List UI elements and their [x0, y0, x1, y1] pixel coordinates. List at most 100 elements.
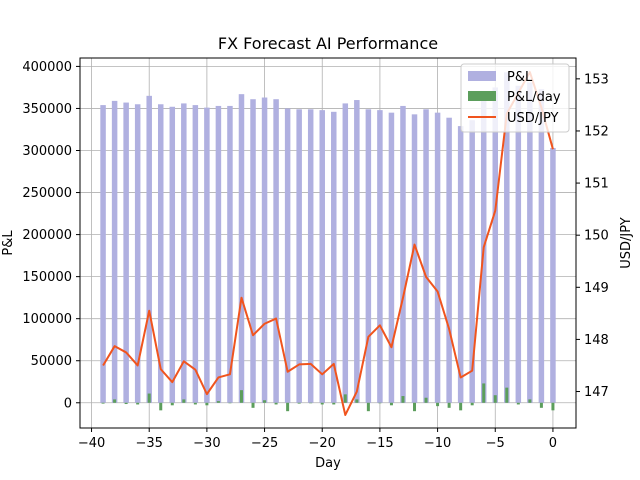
pnl-bar [550, 147, 556, 403]
pnl-per-day-bar [505, 387, 509, 403]
x-tick-label: −35 [135, 436, 162, 451]
y-tick-label: 350000 [22, 102, 72, 117]
y2-tick-label: 148 [584, 333, 609, 348]
legend-label-pnl: P&L [507, 70, 533, 85]
pnl-per-day-bar [170, 402, 174, 406]
pnl-per-day-bar [389, 402, 393, 406]
pnl-per-day-bar [228, 402, 232, 404]
y2-tick-label: 151 [584, 177, 609, 192]
pnl-bar [400, 105, 406, 403]
pnl-per-day-bar [286, 402, 290, 412]
pnl-bar [169, 106, 176, 403]
pnl-per-day-bar [516, 402, 520, 405]
pnl-bar [538, 89, 545, 403]
pnl-per-day-bar [436, 402, 440, 407]
pnl-per-day-bar [136, 402, 140, 405]
pnl-bar [434, 112, 441, 403]
pnl-bar [377, 110, 383, 403]
y-tick-label: 250000 [22, 186, 72, 201]
x-tick-label: −25 [251, 436, 278, 451]
pnl-bar [446, 117, 452, 403]
pnl-bar [146, 95, 152, 403]
legend: P&L P&L/day USD/JPY [460, 63, 570, 133]
x-tick-label: −15 [366, 436, 393, 451]
pnl-bar [111, 100, 118, 403]
x-tick-label: −30 [193, 436, 220, 451]
x-tick-label: −40 [78, 436, 105, 451]
pnl-per-day-bar [251, 402, 255, 408]
pnl-bar [515, 85, 522, 403]
pnl-per-day-bar [551, 402, 555, 411]
pnl-bar [504, 72, 510, 403]
y2-axis-label: USD/JPY [619, 217, 634, 269]
pnl-per-day-bar [493, 395, 497, 403]
legend-label-pnl-day: P&L/day [507, 90, 561, 105]
pnl-per-day-bar [539, 402, 543, 408]
pnl-bar [354, 100, 360, 403]
pnl-bar [457, 126, 464, 403]
pnl-per-day-bar [205, 402, 209, 406]
pnl-bar [238, 94, 245, 403]
pnl-bar [331, 111, 337, 403]
pnl-bar [123, 102, 129, 403]
pnl-bar [157, 104, 164, 403]
pnl-per-day-bar [320, 402, 324, 405]
y-axis-ticks: 0 50000 100000 150000 200000 250000 300000 3500… [22, 60, 80, 411]
y2-axis-ticks: 147 148 149 150 151 152 153 [576, 72, 609, 400]
pnl-bar [423, 109, 429, 403]
pnl-bar [261, 97, 268, 403]
pnl-per-day-bar [447, 402, 451, 408]
pnl-per-day-bar [309, 402, 313, 404]
pnl-per-day-bar [182, 399, 186, 403]
pnl-per-day-bar [297, 402, 301, 404]
x-tick-label: −20 [309, 436, 336, 451]
pnl-bar [527, 82, 533, 403]
pnl-bar [388, 112, 395, 403]
y-tick-label: 200000 [22, 228, 72, 243]
pnl-per-day-bar [401, 396, 405, 403]
pnl-bar [342, 103, 349, 403]
usdjpy-line [102, 71, 554, 416]
x-tick-label: −10 [424, 436, 451, 451]
pnl-per-day-bar [366, 402, 370, 412]
y2-tick-label: 147 [584, 385, 609, 400]
pnl-bar [227, 105, 233, 403]
y-axis-label: P&L [1, 230, 16, 256]
pnl-per-day-bar [343, 394, 347, 403]
pnl-per-day-bar [239, 390, 243, 403]
pnl-bar [365, 109, 372, 403]
pnl-bar [273, 99, 279, 403]
pnl-per-day-bar [355, 399, 359, 403]
y-tick-label: 50000 [31, 354, 72, 369]
pnl-bar [100, 105, 106, 403]
pnl-bar [284, 108, 291, 403]
pnl-per-day-bar [482, 383, 486, 403]
pnl-bar [411, 114, 418, 403]
pnl-per-day-bar [459, 402, 463, 411]
y2-tick-label: 149 [584, 281, 609, 296]
y2-tick-label: 153 [584, 72, 609, 87]
x-tick-label: −5 [486, 436, 505, 451]
pnl-bar [492, 87, 499, 403]
pnl-bar [319, 110, 325, 403]
pnl-per-day-bar [528, 399, 532, 403]
pnl-per-day-bar [332, 402, 336, 405]
x-tick-label: 0 [549, 436, 557, 451]
legend-label-usdjpy: USD/JPY [507, 111, 559, 126]
y-tick-label: 400000 [22, 60, 72, 75]
y2-tick-label: 152 [584, 124, 609, 139]
y2-tick-label: 150 [584, 229, 609, 244]
pnl-bar [250, 99, 256, 403]
plot-frame [79, 57, 577, 429]
pnl-per-day-bar [193, 402, 197, 405]
pnl-per-day-bars [101, 383, 555, 412]
legend-swatch-pnl [468, 71, 496, 81]
pnl-bar [469, 120, 475, 403]
pnl-bars [100, 72, 556, 403]
pnl-bar [181, 103, 187, 403]
pnl-bar [215, 105, 222, 403]
pnl-bar [307, 109, 314, 403]
pnl-per-day-bar [124, 402, 128, 405]
y-tick-label: 100000 [22, 312, 72, 327]
